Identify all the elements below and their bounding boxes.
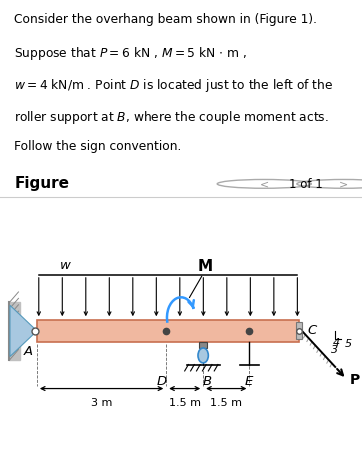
Text: $D$: $D$ [156, 374, 168, 387]
Text: <: < [260, 179, 269, 189]
Text: $w = 4$ kN/m . Point $D$ is located just to the left of the: $w = 4$ kN/m . Point $D$ is located just… [14, 77, 334, 94]
Text: $B$: $B$ [202, 374, 213, 387]
Text: $\mathbf{P}$: $\mathbf{P}$ [349, 372, 361, 386]
Text: 5: 5 [345, 339, 352, 349]
Bar [9, 302, 20, 360]
Circle shape [198, 348, 209, 363]
Text: $A$: $A$ [23, 345, 34, 358]
Text: $C$: $C$ [307, 323, 319, 336]
Text: Consider the overhang beam shown in (Figure 1).: Consider the overhang beam shown in (Fig… [14, 14, 317, 26]
Text: 1.5 m: 1.5 m [210, 397, 242, 407]
Text: Follow the sign convention.: Follow the sign convention. [14, 140, 182, 153]
Text: $w$: $w$ [59, 259, 72, 272]
Text: 1 of 1: 1 of 1 [289, 178, 323, 191]
Bar [199, 342, 207, 348]
Text: $E$: $E$ [244, 374, 254, 387]
Text: roller support at $B$, where the couple moment acts.: roller support at $B$, where the couple … [14, 108, 329, 125]
Text: Figure: Figure [14, 175, 70, 190]
Bar [296, 322, 302, 340]
Polygon shape [10, 306, 37, 357]
Text: 3: 3 [331, 344, 338, 354]
Text: 1.5 m: 1.5 m [169, 397, 201, 407]
Bar [37, 321, 299, 342]
Text: $\mathbf{M}$: $\mathbf{M}$ [197, 257, 213, 273]
Text: 3 m: 3 m [91, 397, 112, 407]
Text: 4: 4 [333, 337, 340, 348]
Text: >: > [339, 179, 349, 189]
Text: Suppose that $P = 6$ kN , $M = 5$ kN $\cdot$ m ,: Suppose that $P = 6$ kN , $M = 5$ kN $\c… [14, 45, 247, 62]
